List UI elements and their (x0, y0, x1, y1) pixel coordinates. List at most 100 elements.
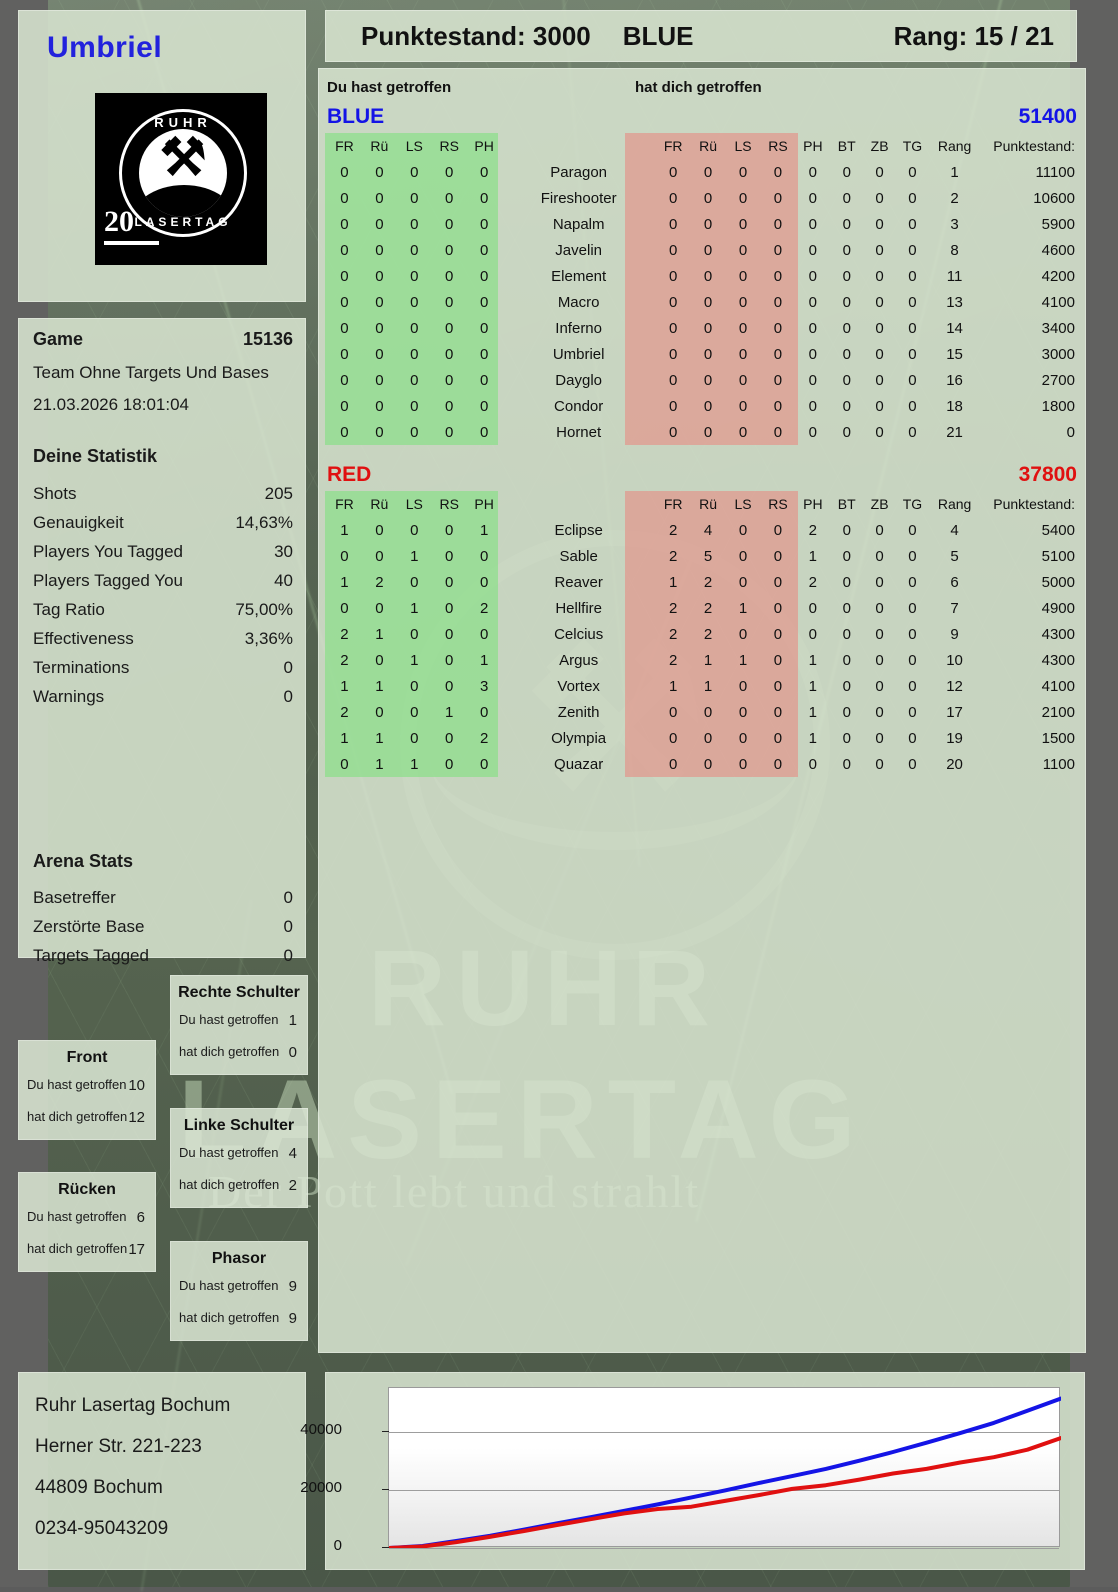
cell-them-PH: 0 (808, 241, 818, 259)
cell-rang: 19 (946, 729, 963, 747)
stat-label: Terminations (33, 658, 130, 677)
table-row[interactable]: 0 0 0 0 0 Dayglo 0 0 0 0 0 0 0 0 16 2700 (327, 367, 1079, 393)
table-row[interactable]: 0 0 0 0 0 Napalm 0 0 0 0 0 0 0 0 3 5900 (327, 211, 1079, 237)
hit-label: Du hast getroffen (179, 1145, 279, 1160)
cell-them-PH: 0 (808, 423, 818, 441)
cell-player-name: Hellfire (555, 599, 602, 617)
cell-you-LS: 1 (410, 599, 419, 617)
cell-you-FR: 0 (340, 319, 349, 337)
col-head-you-Rü: Rü (370, 138, 389, 154)
cell-you-PH: 0 (479, 293, 489, 311)
table-row[interactable]: 1 0 0 0 1 Eclipse 2 4 0 0 2 0 0 0 4 5400 (327, 517, 1079, 543)
cell-you-PH: 2 (479, 729, 489, 747)
cell-bt: 0 (842, 547, 851, 565)
table-row[interactable]: 1 1 0 0 2 Olympia 0 0 0 0 1 0 0 0 19 1500 (327, 725, 1079, 751)
hit-zone-rsh[interactable]: Rechte Schulter Du hast getroffen 1 hat dic… (170, 975, 308, 1075)
cell-them-RS: 0 (773, 625, 783, 643)
cell-you-FR: 0 (340, 397, 349, 415)
game-mode: Team Ohne Targets Und Bases (33, 363, 269, 382)
cell-player-name: Umbriel (552, 345, 605, 363)
table-row[interactable]: 0 0 0 0 0 Hornet 0 0 0 0 0 0 0 0 21 0 (327, 419, 1079, 445)
cell-you-FR: 0 (340, 345, 349, 363)
stat-row: Shots 205 (33, 484, 293, 504)
hit-zone-phasor[interactable]: Phasor Du hast getroffen 9 hat dich getroff… (170, 1241, 308, 1341)
cell-tg: 0 (908, 547, 917, 565)
cell-you-LS: 0 (410, 729, 419, 747)
col-head-tg: TG (902, 496, 923, 512)
cell-you-LS: 0 (410, 215, 419, 233)
cell-them-FR: 0 (668, 163, 678, 181)
cell-them-FR: 0 (668, 729, 678, 747)
got-hit-label: hat dich getroffen (179, 1044, 280, 1059)
hit-zone-front[interactable]: Front Du hast getroffen 10 hat dich getroff… (18, 1040, 156, 1140)
stat-row: Terminations 0 (33, 658, 293, 678)
col-head-punktestand: Punktestand: (993, 138, 1075, 154)
cell-you-Rü: 0 (375, 267, 384, 285)
stat-label: Players You Tagged (33, 542, 183, 561)
cell-bt: 0 (842, 163, 851, 181)
cell-you-Rü: 1 (375, 625, 384, 643)
cell-them-Rü: 0 (703, 293, 713, 311)
cell-rang: 10 (946, 651, 963, 669)
cell-tg: 0 (908, 267, 917, 285)
stat-value: 205 (264, 484, 293, 503)
cell-zb: 0 (875, 573, 884, 591)
got-hit-label: hat dich getroffen (27, 1241, 128, 1256)
table-row[interactable]: 0 0 1 0 2 Hellfire 2 2 1 0 0 0 0 0 7 4900 (327, 595, 1079, 621)
cell-them-PH: 1 (808, 703, 818, 721)
cell-them-PH: 0 (808, 345, 818, 363)
cell-punktestand: 2100 (1041, 703, 1075, 721)
cell-player-name: Eclipse (554, 521, 603, 539)
got-hit-value: 2 (288, 1177, 297, 1194)
cell-them-RS: 0 (773, 397, 783, 415)
col-head-them-PH: PH (803, 496, 823, 512)
table-row[interactable]: 0 0 0 0 0 Condor 0 0 0 0 0 0 0 0 18 1800 (327, 393, 1079, 419)
table-row[interactable]: 0 0 0 0 0 Element 0 0 0 0 0 0 0 0 11 4200 (327, 263, 1079, 289)
cell-them-PH: 0 (808, 267, 818, 285)
chart-y-tick-mark (382, 1547, 389, 1548)
table-row[interactable]: 0 0 0 0 0 Macro 0 0 0 0 0 0 0 0 13 4100 (327, 289, 1079, 315)
cell-rang: 21 (946, 423, 963, 441)
chart-gridline (389, 1431, 1059, 1433)
table-row[interactable]: 2 1 0 0 0 Celcius 2 2 0 0 0 0 0 0 9 4300 (327, 621, 1079, 647)
table-row[interactable]: 1 2 0 0 0 Reaver 1 2 0 0 2 0 0 0 6 5000 (327, 569, 1079, 595)
you-tagged-highlight-band (325, 491, 498, 777)
cell-them-RS: 0 (773, 573, 783, 591)
table-row[interactable]: 0 0 0 0 0 Paragon 0 0 0 0 0 0 0 0 1 11100 (327, 159, 1079, 185)
cell-you-Rü: 0 (375, 163, 384, 181)
chart-line-red (389, 1436, 1061, 1548)
table-row[interactable]: 0 0 0 0 0 Inferno 0 0 0 0 0 0 0 0 14 3400 (327, 315, 1079, 341)
cell-zb: 0 (875, 521, 884, 539)
hit-zone-title: Rechte Schulter (178, 984, 300, 1001)
table-row[interactable]: 1 1 0 0 3 Vortex 1 1 0 0 1 0 0 0 12 4100 (327, 673, 1079, 699)
stat-row: Players You Tagged 30 (33, 542, 293, 562)
got-hit-value: 17 (128, 1241, 145, 1258)
table-row[interactable]: 0 0 1 0 0 Sable 2 5 0 0 1 0 0 0 5 5100 (327, 543, 1079, 569)
hit-zone-back[interactable]: Rücken Du hast getroffen 6 hat dich getroff… (18, 1172, 156, 1272)
table-row[interactable]: 2 0 0 1 0 Zenith 0 0 0 0 1 0 0 0 17 2100 (327, 699, 1079, 725)
cell-punktestand: 5400 (1041, 521, 1075, 539)
got-hit-value: 9 (288, 1310, 297, 1327)
cell-zb: 0 (875, 319, 884, 337)
table-row[interactable]: 0 0 0 0 0 Fireshooter 0 0 0 0 0 0 0 0 2 10600 (327, 185, 1079, 211)
cell-you-FR: 0 (340, 423, 349, 441)
address-line: 0234-95043209 (35, 1518, 169, 1539)
cell-them-LS: 0 (738, 319, 748, 337)
hit-zone-lsh[interactable]: Linke Schulter Du hast getroffen 4 hat dich… (170, 1108, 308, 1208)
cell-you-Rü: 0 (375, 241, 384, 259)
cell-tg: 0 (908, 599, 917, 617)
cell-you-RS: 1 (445, 703, 454, 721)
cell-you-Rü: 1 (375, 729, 384, 747)
table-row[interactable]: 0 0 0 0 0 Umbriel 0 0 0 0 0 0 0 0 15 3000 (327, 341, 1079, 367)
cell-you-LS: 0 (410, 293, 419, 311)
col-head-you-LS: LS (405, 496, 423, 512)
cell-punktestand: 4100 (1041, 293, 1075, 311)
table-row[interactable]: 2 0 1 0 1 Argus 2 1 1 0 1 0 0 0 10 4300 (327, 647, 1079, 673)
table-row[interactable]: 0 0 0 0 0 Javelin 0 0 0 0 0 0 0 0 8 4600 (327, 237, 1079, 263)
cell-them-FR: 0 (668, 215, 678, 233)
cell-zb: 0 (875, 189, 884, 207)
cell-you-Rü: 0 (375, 319, 384, 337)
cell-them-RS: 0 (773, 423, 783, 441)
cell-tg: 0 (908, 293, 917, 311)
table-row[interactable]: 0 1 1 0 0 Quazar 0 0 0 0 0 0 0 0 20 1100 (327, 751, 1079, 777)
